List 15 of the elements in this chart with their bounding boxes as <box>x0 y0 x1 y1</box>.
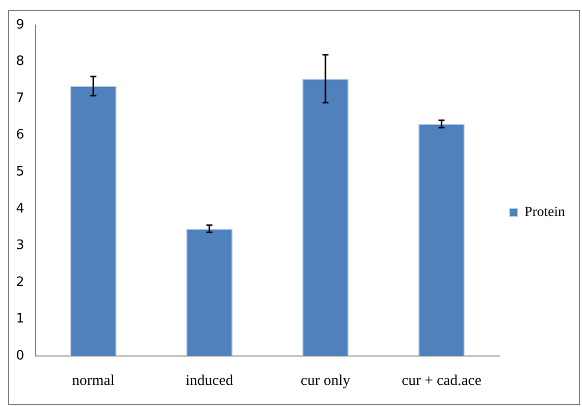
x-tick-label: cur + cad.ace <box>402 372 482 389</box>
x-tick-label: induced <box>186 372 234 389</box>
y-tick-label: 2 <box>16 274 24 290</box>
y-tick-label: 6 <box>16 128 24 143</box>
legend-label: Protein <box>524 205 566 220</box>
y-tick-label: 7 <box>16 90 24 106</box>
y-tick-label: 5 <box>16 164 24 180</box>
x-tick-label: cur only <box>300 372 351 389</box>
x-tick-label: normal <box>72 372 115 389</box>
y-tick-label: 0 <box>16 348 24 364</box>
y-tick-label: 4 <box>16 201 24 216</box>
y-tick-label: 8 <box>16 54 24 70</box>
y-tick-label: 9 <box>16 17 24 32</box>
y-tick-label: 3 <box>16 238 24 254</box>
y-tick-label: 1 <box>16 312 24 327</box>
